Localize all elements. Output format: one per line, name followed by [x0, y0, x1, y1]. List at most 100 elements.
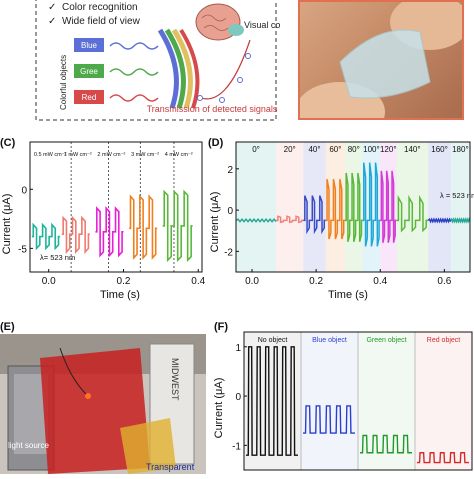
panel-c-chart: (C) 0.5 mW cm⁻²1 mW cm⁻² 2 mW cm⁻² 3 mW cm…	[0, 137, 206, 301]
angle-trace	[396, 194, 429, 233]
x-tick-label: 0.4	[191, 276, 205, 287]
panel-d-wavelength: λ = 523 nm	[440, 191, 474, 200]
y-tick-label: -2	[224, 247, 233, 258]
red-light-wave	[109, 94, 159, 102]
angle-label: 40°	[308, 145, 320, 154]
y-tick-label: 0	[227, 206, 233, 217]
retina-arc-red	[179, 28, 200, 109]
object-band	[301, 332, 358, 470]
colorful-objects-label: Colorful objects	[59, 55, 68, 110]
red-filter-sheet	[40, 348, 150, 474]
intensity-label: 3 mW cm⁻²	[131, 152, 159, 158]
angle-trace	[235, 217, 277, 223]
x-tick-label: 0.0	[245, 276, 259, 287]
panel-d: (D) 0° 20° 40° 60° 80° 100° 120° 140° 160° 180° 0.…	[208, 132, 474, 302]
check-icon: ✓	[48, 2, 56, 13]
intensity-label: 4 mW cm⁻²	[165, 152, 193, 158]
panel-f: (F) No object Blue object Green object Red …	[208, 318, 474, 474]
device-led	[85, 393, 91, 399]
panel-d-frame	[235, 141, 471, 273]
y-tick-label: -5	[18, 244, 27, 255]
angle-trace	[344, 172, 363, 242]
intensity-label: 1 mW cm⁻²	[64, 152, 92, 158]
green-light-wave	[109, 68, 159, 76]
angle-label: 120°	[380, 145, 397, 154]
transmission-label: Transmission of detected signals	[147, 104, 278, 114]
intensity-trace	[31, 222, 60, 251]
panel-f-ylabel: Current (μA)	[213, 378, 225, 439]
angle-trace	[325, 179, 345, 240]
y-tick-label: 2	[227, 165, 233, 176]
intensity-label: 2 mW cm⁻²	[97, 152, 125, 158]
y-tick-label: 0	[21, 185, 27, 196]
y-tick-label: 0	[235, 392, 241, 403]
device-brand-text: MIDWEST	[170, 358, 180, 401]
panel-e: (E) MIDWEST light source Transparent	[0, 318, 208, 474]
red-object-label: Red	[82, 93, 97, 102]
object-trace	[417, 452, 469, 464]
panel-d-chart: (D) 0° 20° 40° 60° 80° 100° 120° 140° 160° 180° 0.…	[208, 137, 474, 301]
panel-f-chart: (F) No object Blue object Green object Red …	[213, 321, 473, 471]
x-tick-label: 0.6	[437, 276, 451, 287]
signal-node	[245, 53, 251, 59]
panel-d-tag: (D)	[208, 137, 224, 149]
panel-c-frame	[29, 141, 203, 273]
blue-object-box	[74, 38, 104, 52]
wire	[59, 347, 87, 395]
green-object-label: Gree	[80, 67, 98, 76]
retina-arc-green	[164, 28, 186, 109]
angle-trace	[427, 217, 452, 224]
intensity-trace	[61, 215, 90, 254]
visual-cortex-label: Visual cortex	[244, 20, 280, 30]
red-object-box	[74, 90, 104, 104]
x-tick-label: 0.0	[42, 276, 56, 287]
intensity-trace	[129, 194, 158, 260]
transparent-label: Transparent	[146, 462, 195, 472]
intensity-label: 0.5 mW cm⁻²	[34, 152, 67, 158]
angle-band	[450, 142, 470, 272]
angle-trace	[450, 217, 471, 224]
object-trace	[303, 405, 355, 434]
angle-label: 60°	[329, 145, 341, 154]
brain-folds	[201, 14, 229, 31]
x-tick-label: 0.2	[309, 276, 323, 287]
object-trace	[246, 346, 298, 456]
panel-c-xlabel: Time (s)	[100, 289, 140, 301]
angle-band	[276, 142, 304, 272]
angle-band	[236, 142, 277, 272]
panel-d-xlabel: Time (s)	[328, 289, 368, 301]
object-label: Blue object	[312, 337, 347, 344]
x-tick-label: 0.4	[373, 276, 387, 287]
object-label: No object	[258, 337, 288, 344]
signal-node	[237, 77, 243, 83]
angle-band	[428, 142, 451, 272]
angle-label: 140°	[404, 145, 421, 154]
panel-a-border	[35, 0, 277, 121]
angle-trace	[362, 162, 381, 247]
signal-node	[219, 97, 225, 103]
panel-e-tag: (E)	[0, 321, 15, 333]
angle-trace	[380, 170, 397, 243]
x-tick-label: 0.2	[117, 276, 131, 287]
panel-c-tag: (C)	[0, 137, 16, 149]
object-trace	[360, 434, 412, 454]
panel-c-ylabel: Current (μA)	[1, 194, 13, 255]
panel-c-wavelength: λ= 523 nm	[40, 253, 75, 262]
y-tick-label: -1	[232, 441, 241, 452]
angle-trace	[276, 215, 304, 224]
panel-a-svg: ✓ Color recognition ✓ Wide field of view…	[35, 0, 296, 121]
panel-b-photo	[298, 0, 464, 120]
panel-d-ylabel: Current (μA)	[209, 192, 221, 253]
panel-b-svg	[300, 2, 462, 118]
object-label: Red object	[427, 337, 461, 344]
panel-f-tag: (F)	[214, 321, 228, 333]
panel-f-frame	[243, 331, 473, 471]
blue-object-label: Blue	[81, 41, 98, 50]
intensity-trace	[162, 189, 193, 263]
object-band	[415, 332, 472, 470]
light-source-label: light source	[8, 441, 49, 450]
angle-label: 0°	[252, 145, 260, 154]
angle-trace	[303, 195, 326, 235]
signal-path	[195, 39, 251, 100]
intensity-trace	[95, 206, 124, 258]
